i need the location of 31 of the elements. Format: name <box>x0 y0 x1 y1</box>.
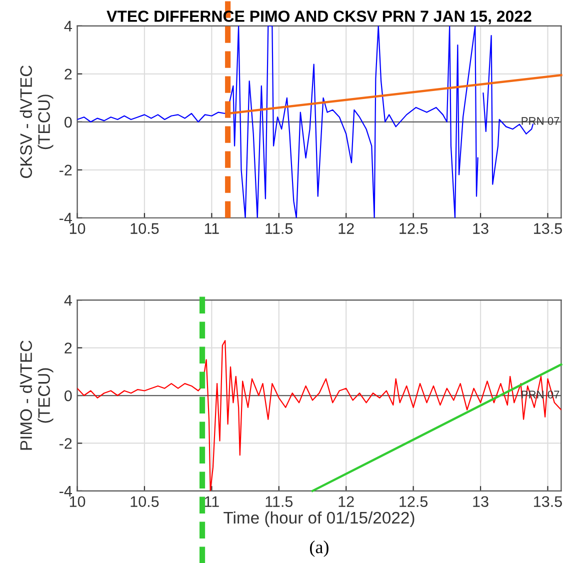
x-tick-label: 11 <box>204 223 219 234</box>
text: (a) <box>310 540 328 557</box>
y-tick-label: 4 <box>64 20 72 32</box>
y-tick-label: 2 <box>64 342 72 354</box>
y-axis-title: PIMO - dVTEC (TECU) <box>20 340 54 450</box>
x-tick-label: 10.5 <box>130 223 159 234</box>
y-tick-label: 0 <box>64 390 72 402</box>
x-tick-label: 12.5 <box>400 223 428 234</box>
x-tick-label: 12.5 <box>400 496 428 508</box>
x-axis-title: Time (hour of 01/15/2022) <box>224 511 414 527</box>
x-tick-label: 10 <box>70 223 86 234</box>
y-tick-label: -4 <box>60 486 72 496</box>
y-tick-label: 4 <box>64 295 72 306</box>
chart-title: VTEC DIFFERNCE PIMO AND CKSV PRN 7 JAN 15, 2022 <box>106 10 532 24</box>
x-tick-label: 10.5 <box>130 496 159 508</box>
x-tick-label: 11 <box>204 496 219 507</box>
y-axis-title: CKSV - dVTEC (TECU) <box>20 66 54 178</box>
y-tick-label: 2 <box>64 68 72 80</box>
x-tick-label: 12 <box>338 496 354 507</box>
x-tick-label: 13.5 <box>534 223 562 234</box>
x-tick-label: 11.5 <box>266 223 293 234</box>
y-tick-label: -2 <box>60 438 72 449</box>
x-tick-label: 13.5 <box>534 496 562 508</box>
x-tick-label: 11.5 <box>266 496 293 508</box>
y-tick-label: -2 <box>60 164 72 176</box>
x-tick-label: 13 <box>473 496 488 508</box>
y-tick-label: -4 <box>60 212 72 224</box>
y-tick-label: 0 <box>64 116 72 128</box>
x-tick-label: 13 <box>473 223 488 234</box>
x-tick-label: 12 <box>338 223 354 234</box>
x-tick-label: 10 <box>70 496 86 508</box>
